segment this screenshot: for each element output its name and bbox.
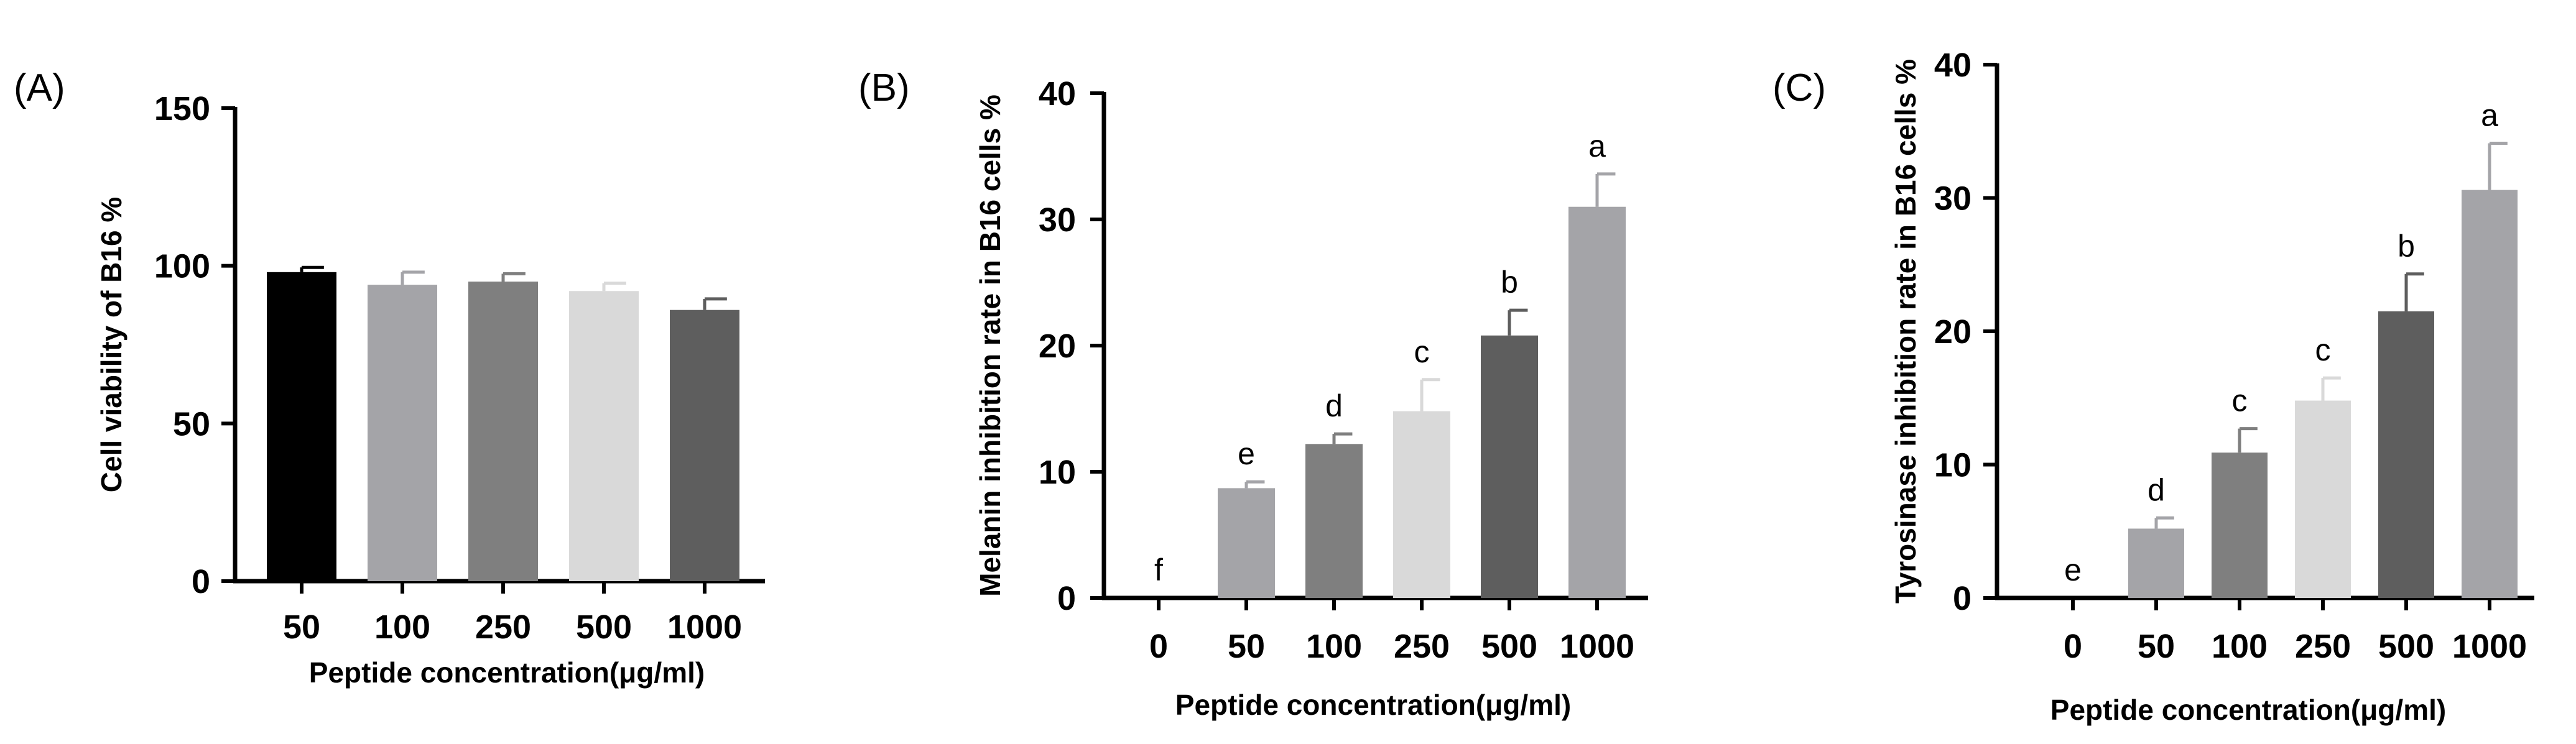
significance-letter: b [2398, 229, 2415, 264]
significance-letter: b [1501, 265, 1518, 300]
panel-label: (B) [858, 67, 910, 109]
y-tick-label: 10 [1934, 447, 1971, 484]
bar [2462, 190, 2518, 598]
bar [569, 291, 639, 581]
y-tick-label: 40 [1039, 75, 1076, 113]
x-tick-label: 100 [2212, 628, 2268, 665]
x-tick-label: 250 [1394, 628, 1450, 665]
x-tick-label: 50 [1228, 628, 1265, 665]
y-tick-label: 20 [1039, 328, 1076, 365]
y-tick-label: 0 [192, 563, 210, 600]
x-axis-title: Peptide concentration(μg/ml) [1175, 689, 1571, 721]
significance-letter: c [2315, 333, 2331, 367]
x-tick-label: 250 [2295, 628, 2351, 665]
bar [2212, 452, 2268, 598]
y-axis-title: Tyrosinase inhibition rate in B16 cells … [1889, 59, 1922, 604]
y-axis-title: Cell viability of B16 % [95, 197, 127, 492]
y-tick-label: 40 [1934, 47, 1971, 84]
bar [2378, 311, 2434, 598]
significance-letter: c [2232, 383, 2248, 418]
bar [1218, 488, 1275, 598]
significance-letter: f [1154, 553, 1163, 587]
bar [267, 272, 336, 581]
y-tick-label: 100 [154, 248, 210, 285]
y-tick-label: 20 [1934, 313, 1971, 351]
significance-letter: c [1414, 334, 1430, 369]
x-tick-label: 100 [374, 609, 430, 646]
x-tick-label: 50 [283, 609, 320, 646]
x-tick-label: 500 [1481, 628, 1537, 665]
x-tick-label: 50 [2138, 628, 2175, 665]
bar [2295, 400, 2351, 598]
y-axis-title: Melanin inhibition rate in B16 cells % [974, 94, 1006, 597]
bar [1568, 206, 1626, 598]
x-tick-label: 1000 [667, 609, 742, 646]
y-tick-label: 0 [1057, 580, 1076, 617]
chart-panel-1: (B) 0 10 20 30 40 0 f 50 e 100 d 250 c 500 b 1000 a Peptid… [858, 67, 1648, 721]
chart-panel-2: (C) 0 10 20 30 40 0 e 50 d 100 c 250 c 500 b 1000 a Peptid… [1772, 47, 2534, 726]
significance-letter: d [1325, 388, 1343, 423]
x-axis-title: Peptide concentration(μg/ml) [2050, 694, 2446, 726]
bar [1305, 444, 1363, 598]
panel-label: (C) [1772, 67, 1826, 109]
x-tick-label: 250 [475, 609, 531, 646]
significance-letter: e [1238, 436, 1255, 471]
y-tick-label: 30 [1039, 201, 1076, 239]
x-tick-label: 0 [1149, 628, 1168, 665]
x-tick-label: 1000 [1560, 628, 1634, 665]
x-tick-label: 100 [1306, 628, 1362, 665]
x-tick-label: 0 [2064, 628, 2082, 665]
panel-label: (A) [14, 67, 65, 109]
bar [670, 310, 739, 581]
significance-letter: e [2064, 553, 2082, 587]
bar [2128, 528, 2184, 598]
y-tick-label: 10 [1039, 454, 1076, 491]
bar [1481, 335, 1538, 598]
significance-letter: a [1588, 129, 1606, 163]
significance-letter: d [2147, 472, 2165, 507]
y-tick-label: 50 [173, 405, 210, 443]
chart-panel-0: (A) 0 50 100 150 50 100 250 500 1000 Peptide conce… [14, 67, 765, 689]
bar [368, 285, 437, 581]
y-tick-label: 0 [1953, 580, 1971, 617]
bar [468, 282, 538, 581]
bar [1393, 411, 1450, 598]
x-axis-title: Peptide concentration(μg/ml) [309, 656, 705, 689]
y-tick-label: 150 [154, 90, 210, 127]
y-tick-label: 30 [1934, 180, 1971, 218]
x-tick-label: 500 [2378, 628, 2434, 665]
x-tick-label: 500 [576, 609, 632, 646]
significance-letter: a [2481, 98, 2498, 133]
x-tick-label: 1000 [2452, 628, 2527, 665]
